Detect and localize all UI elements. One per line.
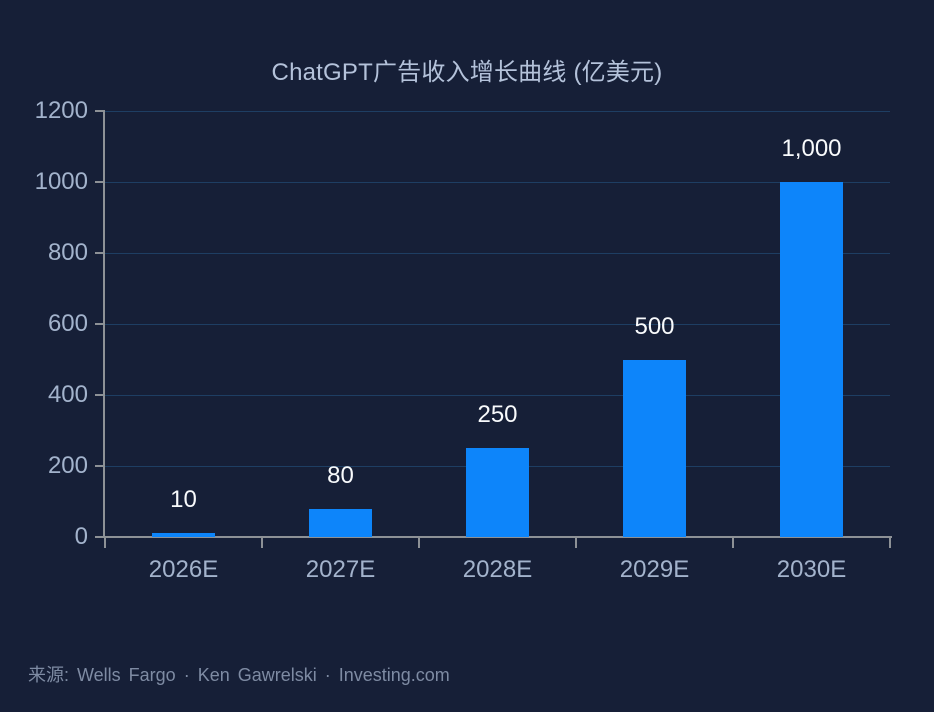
- bar-2028E: [466, 448, 529, 537]
- y-tick-label: 800: [47, 239, 88, 266]
- y-tick-label: 0: [74, 523, 88, 550]
- bar-value-label: 1,000: [781, 135, 842, 162]
- source-caption: 来源: Wells Fargo · Ken Gawrelski · Invest…: [28, 665, 450, 685]
- gridline: [105, 323, 890, 325]
- gridline: [105, 252, 890, 254]
- x-tick: [104, 538, 106, 548]
- x-tick: [261, 538, 263, 548]
- x-tick-label: 2026E: [148, 556, 219, 583]
- bar-value-label: 250: [477, 401, 518, 429]
- y-tick: [95, 536, 105, 538]
- x-tick: [418, 538, 420, 548]
- bar-2030E: [780, 182, 843, 537]
- x-tick: [575, 538, 577, 548]
- x-axis-line: [103, 536, 892, 538]
- y-tick-label: 400: [47, 381, 88, 408]
- bar-2026E: [152, 533, 215, 537]
- bar-value-label: 500: [634, 312, 675, 340]
- y-tick-label: 600: [47, 310, 88, 337]
- gridline: [105, 181, 890, 183]
- y-tick: [95, 110, 105, 112]
- y-tick-label: 200: [47, 452, 88, 479]
- gridline: [105, 110, 890, 112]
- y-tick: [95, 323, 105, 325]
- gridline: [105, 394, 890, 396]
- y-tick-label: 1200: [34, 97, 88, 124]
- bar-value-label: 80: [327, 461, 354, 489]
- x-tick-label: 2029E: [619, 556, 690, 583]
- y-axis-line: [103, 110, 105, 538]
- x-tick-label: 2027E: [305, 556, 376, 583]
- bar-2027E: [309, 508, 372, 537]
- y-tick-label: 1000: [34, 168, 88, 195]
- bar-value-label: 10: [170, 486, 197, 514]
- chart-title: ChatGPT广告收入增长曲线 (亿美元): [271, 59, 663, 86]
- x-tick: [889, 538, 891, 548]
- y-tick: [95, 465, 105, 467]
- x-tick-label: 2030E: [776, 556, 847, 583]
- y-tick: [95, 181, 105, 183]
- y-tick: [95, 394, 105, 396]
- bar-2029E: [623, 359, 686, 537]
- y-tick: [95, 252, 105, 254]
- x-tick-label: 2028E: [462, 556, 533, 583]
- x-tick: [732, 538, 734, 548]
